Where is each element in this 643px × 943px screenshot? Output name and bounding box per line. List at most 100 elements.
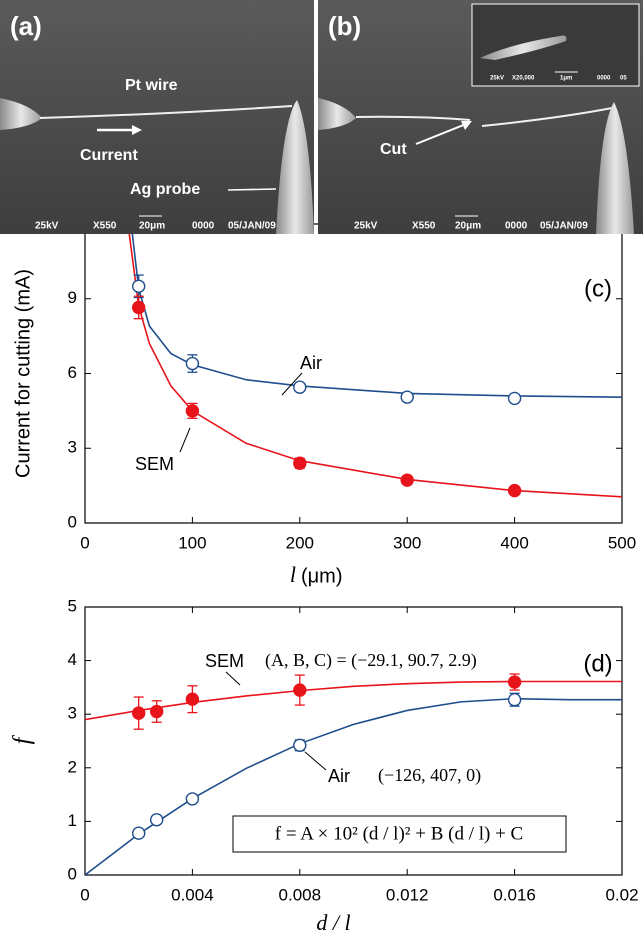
label: Ag probe	[130, 181, 200, 198]
series-label: Air	[300, 353, 322, 373]
data-point	[400, 473, 414, 487]
inset-wire	[480, 35, 567, 60]
series-label: SEM	[135, 454, 174, 474]
data-point	[293, 683, 307, 697]
y-tick-label: 4	[68, 650, 77, 669]
leader-line	[281, 372, 303, 396]
series-label: SEM	[205, 651, 244, 671]
arrow-head	[132, 125, 142, 135]
x-tick-label: 0.02	[605, 885, 638, 904]
plot-area	[85, 680, 622, 875]
data-point	[131, 300, 146, 315]
x-axis-label: (μm)	[301, 565, 343, 587]
x-axis-label: l	[290, 562, 296, 587]
fit-curve	[85, 680, 622, 721]
chart: 0 0.004 0.008 0.012 0.016 0.02 0 1 2 3 4 5 SEM (A, B,…	[10, 596, 639, 935]
y-tick-label: 9	[68, 288, 77, 307]
x-tick-label: 400	[500, 533, 528, 552]
image-footer: 25kV	[490, 76, 504, 82]
image-footer: 05/JAN/09	[540, 221, 588, 232]
label: Current	[80, 147, 138, 164]
image-footer: 1μm	[560, 76, 572, 82]
data-point	[185, 404, 200, 418]
y-axis-label: Current for cutting (mA)	[12, 269, 34, 478]
data-point	[185, 356, 200, 371]
x-tick-label: 0.004	[171, 885, 214, 904]
fit-curve	[85, 697, 622, 875]
x-tick-label: 0.016	[493, 885, 536, 904]
fit-params: (A, B, C) = (−29.1, 90.7, 2.9)	[265, 650, 477, 671]
image-footer: X20,000	[512, 76, 535, 82]
data-point	[131, 826, 146, 840]
leader-line	[179, 427, 191, 453]
image-footer: 0000	[192, 221, 215, 232]
data-point	[131, 706, 146, 720]
data-point	[149, 813, 164, 827]
chart: 0100200300400500036912AirSEM(c)l(μm)Curr…	[12, 213, 636, 587]
arrow-head	[461, 121, 472, 130]
x-tick-label: 0.012	[386, 885, 429, 904]
series-label: Air	[328, 766, 350, 786]
wire	[355, 115, 471, 121]
leader-line	[225, 671, 241, 686]
image-footer: X550	[93, 221, 117, 232]
image-footer: X550	[412, 221, 436, 232]
probe-right	[596, 102, 634, 234]
leader	[227, 188, 277, 191]
y-tick-label: 1	[68, 811, 77, 830]
y-tick-label: 3	[68, 438, 77, 457]
image-footer: 05	[620, 76, 627, 82]
y-tick-label: 2	[68, 757, 77, 776]
label: Cut	[380, 141, 407, 158]
data-point	[507, 693, 522, 707]
formula: f = A × 10² (d / l)² + B (d / l) + C	[275, 823, 523, 844]
data-point	[507, 483, 522, 498]
x-tick-label: 300	[393, 533, 421, 552]
probe-left	[318, 98, 356, 130]
y-tick-label: 0	[68, 512, 77, 531]
charts: 0100200300400500036912AirSEM(c)l(μm)Curr…	[10, 213, 639, 935]
probe-left	[0, 98, 42, 130]
panel-label: (d)	[583, 650, 612, 677]
fit-params: (−126, 407, 0)	[378, 765, 481, 786]
plot-frame	[84, 606, 623, 876]
data-point	[293, 738, 307, 752]
data-point	[507, 391, 522, 406]
panel-label: (c)	[584, 275, 612, 302]
fit-curve	[127, 224, 622, 498]
x-tick-label: 0.008	[279, 885, 322, 904]
data-point	[293, 380, 307, 394]
data-point	[293, 456, 307, 470]
y-tick-label: 6	[68, 363, 77, 382]
y-tick-label: 5	[68, 596, 77, 615]
data-point	[185, 692, 200, 706]
data-point	[131, 279, 146, 293]
image-footer: 0000	[505, 221, 528, 232]
x-tick-label: 500	[608, 533, 636, 552]
formula-box	[232, 815, 567, 853]
panel-label: (a)	[10, 11, 42, 41]
x-axis-label: d / l	[316, 910, 350, 935]
probe-right	[276, 100, 314, 234]
x-tick-label: 200	[286, 533, 314, 552]
inset	[471, 3, 640, 87]
y-tick-label: 3	[68, 704, 77, 723]
data-point	[507, 675, 522, 689]
x-tick-label: 100	[178, 533, 206, 552]
y-tick-label: 0	[68, 864, 77, 883]
plot-frame	[84, 223, 623, 524]
image-footer: 25kV	[354, 221, 378, 232]
panel-label: (b)	[328, 11, 361, 41]
image-footer: 0000	[597, 76, 611, 82]
image-footer: 20μm	[139, 221, 165, 232]
image-footer: 05/JAN/09	[228, 221, 276, 232]
data-point	[400, 390, 414, 404]
y-axis-label: f	[10, 734, 36, 744]
leader-line	[304, 751, 327, 771]
image-footer: 25kV	[35, 221, 59, 232]
arrow	[415, 123, 467, 145]
plot-area	[127, 224, 622, 498]
fit-curve	[130, 224, 622, 398]
label: Pt wire	[125, 77, 178, 94]
